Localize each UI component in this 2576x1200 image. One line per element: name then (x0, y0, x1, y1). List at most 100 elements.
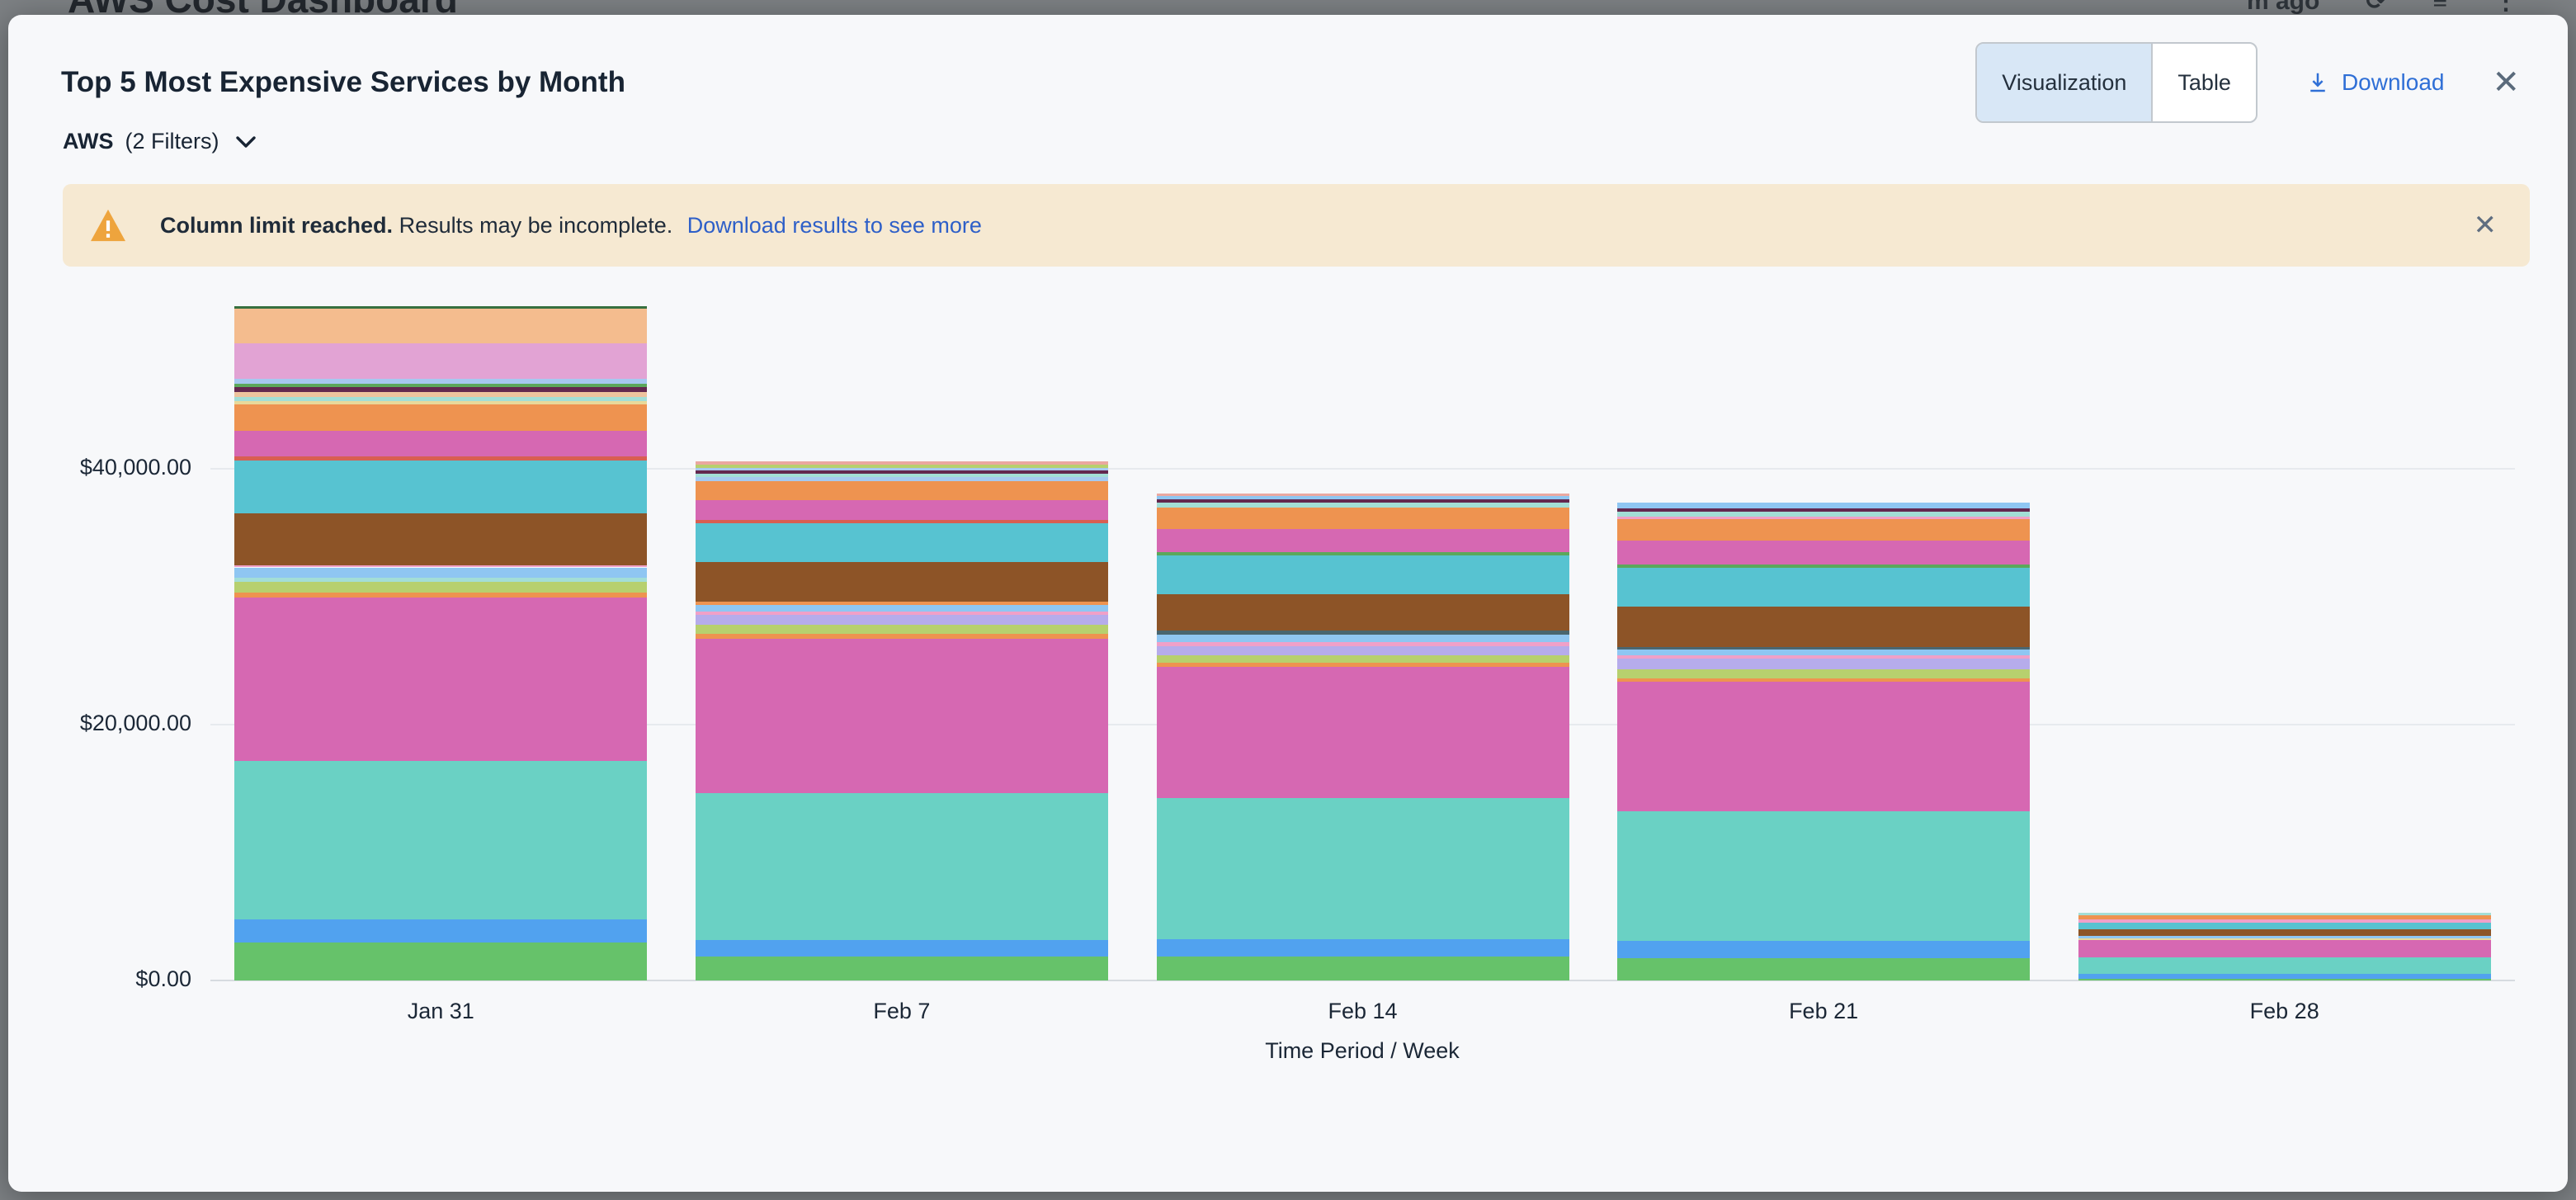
filter-dropdown[interactable]: AWS (2 Filters) (63, 129, 257, 154)
bar-segment[interactable] (234, 378, 648, 385)
bar-segment[interactable] (1617, 659, 2031, 669)
bar-segment[interactable] (2078, 974, 2491, 979)
bar-segment[interactable] (1156, 499, 1569, 503)
bar-segment[interactable] (1617, 502, 2031, 508)
bar-segment[interactable] (695, 481, 1108, 500)
bar-segment[interactable] (695, 624, 1108, 635)
bar-segment[interactable] (695, 470, 1108, 475)
bar-segment[interactable] (695, 634, 1108, 640)
bar-segment[interactable] (1156, 667, 1569, 798)
bar-segment[interactable] (1617, 606, 2031, 647)
bar-segment[interactable] (695, 519, 1108, 523)
bar-segment[interactable] (1617, 649, 2031, 656)
bar-segment[interactable] (1617, 516, 2031, 520)
bar-segment[interactable] (1617, 511, 2031, 517)
bar-segment[interactable] (695, 499, 1108, 520)
download-button[interactable]: Download (2305, 69, 2444, 96)
tab-table[interactable]: Table (2151, 44, 2256, 121)
bar-segment[interactable] (234, 431, 648, 457)
bar-segment[interactable] (695, 561, 1108, 602)
bar-segment[interactable] (1156, 662, 1569, 668)
bar-segment[interactable] (695, 612, 1108, 615)
bar-segment[interactable] (234, 582, 648, 593)
bar-segment[interactable] (1156, 956, 1569, 980)
bar-segment[interactable] (2078, 935, 2491, 939)
bar-segment[interactable] (2078, 914, 2491, 920)
bar-segment[interactable] (1156, 529, 1569, 552)
bar-segment[interactable] (234, 404, 648, 432)
bar-segment[interactable] (695, 522, 1108, 562)
bar-segment[interactable] (1156, 496, 1569, 500)
bar-segment[interactable] (234, 305, 648, 309)
bar-segment[interactable] (695, 464, 1108, 468)
bar-segment[interactable] (234, 343, 648, 379)
bar-segment[interactable] (1156, 593, 1569, 631)
bar-segment[interactable] (1617, 519, 2031, 541)
bar-segment[interactable] (2078, 957, 2491, 975)
bar-segment[interactable] (1156, 938, 1569, 957)
bar-segment[interactable] (1156, 797, 1569, 939)
bar-segment[interactable] (1617, 957, 2031, 980)
bar-segment[interactable] (1617, 565, 2031, 569)
modal-close-icon[interactable]: ✕ (2492, 64, 2520, 101)
bar-segment[interactable] (1156, 493, 1569, 497)
bar-segment[interactable] (1156, 503, 1569, 508)
bar-segment[interactable] (234, 513, 648, 566)
bar-segment[interactable] (1156, 551, 1569, 555)
bar-segment[interactable] (234, 565, 648, 568)
bar-segment[interactable] (2078, 912, 2491, 915)
banner-close-icon[interactable]: ✕ (2473, 210, 2498, 241)
bar-segment[interactable] (695, 461, 1108, 465)
bar-segment[interactable] (1156, 630, 1569, 635)
bar-segment[interactable] (234, 761, 648, 919)
bar-segment[interactable] (234, 919, 648, 943)
bar-segment[interactable] (1617, 646, 2031, 650)
bar-segment[interactable] (695, 474, 1108, 478)
bar-segment[interactable] (234, 597, 648, 762)
bar-segment[interactable] (1617, 541, 2031, 565)
bar-segment[interactable] (1617, 655, 2031, 659)
bar-segment[interactable] (2078, 923, 2491, 929)
bar-segment[interactable] (2078, 938, 2491, 941)
bar-segment[interactable] (1156, 645, 1569, 655)
bar-segment[interactable] (2078, 978, 2491, 980)
bar-segment[interactable] (695, 957, 1108, 980)
bar-segment[interactable] (234, 592, 648, 598)
bar-segment[interactable] (234, 461, 648, 514)
bar-segment[interactable] (2078, 919, 2491, 924)
bar-segment[interactable] (234, 401, 648, 404)
bar-segment[interactable] (234, 577, 648, 583)
bar-segment[interactable] (234, 386, 648, 392)
bar-segment[interactable] (695, 605, 1108, 612)
bar-segment[interactable] (1617, 940, 2031, 958)
bar-segment[interactable] (1617, 678, 2031, 683)
bar-segment[interactable] (1617, 568, 2031, 607)
bar-segment[interactable] (695, 615, 1108, 625)
tab-visualization[interactable]: Visualization (1977, 44, 2152, 121)
bar-segment[interactable] (234, 456, 648, 461)
bar-segment[interactable] (1617, 811, 2031, 941)
bar-segment[interactable] (695, 467, 1108, 470)
bar-segment[interactable] (234, 567, 648, 578)
bar-segment[interactable] (695, 477, 1108, 482)
bar-segment[interactable] (234, 384, 648, 387)
bar-segment[interactable] (1617, 669, 2031, 678)
bar-segment[interactable] (234, 943, 648, 980)
bar-segment[interactable] (695, 793, 1108, 941)
bar-segment[interactable] (1617, 682, 2031, 812)
bar-segment[interactable] (2078, 940, 2491, 958)
bar-segment[interactable] (234, 396, 648, 402)
bar-segment[interactable] (2078, 929, 2491, 936)
bar-segment[interactable] (1617, 508, 2031, 512)
bar-segment[interactable] (234, 391, 648, 397)
download-results-link[interactable]: Download results to see more (686, 212, 982, 238)
bar-segment[interactable] (695, 602, 1108, 606)
bar-segment[interactable] (1156, 634, 1569, 642)
bar-segment[interactable] (1156, 654, 1569, 663)
bar-segment[interactable] (1156, 555, 1569, 594)
bar-segment[interactable] (1156, 641, 1569, 646)
bar-segment[interactable] (234, 308, 648, 343)
bar-segment[interactable] (695, 940, 1108, 957)
bar-segment[interactable] (695, 639, 1108, 794)
bar-segment[interactable] (1156, 508, 1569, 530)
